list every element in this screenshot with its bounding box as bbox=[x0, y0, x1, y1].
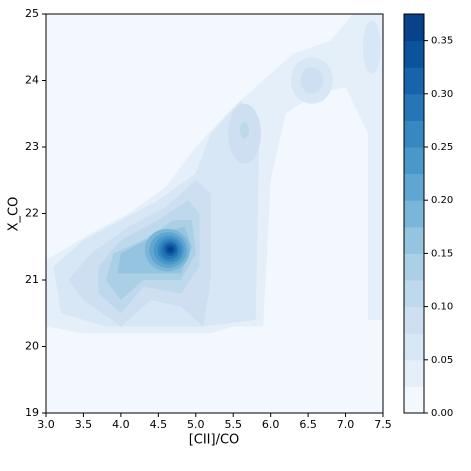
contour-region bbox=[239, 122, 249, 139]
colorbar-band bbox=[404, 306, 424, 334]
contour-region bbox=[362, 20, 381, 74]
colorbar-band bbox=[404, 14, 424, 42]
colorbar-band bbox=[404, 40, 424, 68]
colorbar-tick-label: 0.00 bbox=[431, 408, 453, 419]
colorbar-frame bbox=[403, 13, 425, 414]
colorbar-band bbox=[404, 253, 424, 281]
y-tick-label: 21 bbox=[25, 273, 39, 286]
x-tick-label: 4.0 bbox=[112, 418, 130, 431]
colorbar-band bbox=[404, 280, 424, 308]
colorbar-band bbox=[404, 359, 424, 387]
x-tick-label: 5.0 bbox=[187, 418, 205, 431]
colorbar-band bbox=[404, 226, 424, 254]
colorbar-band bbox=[404, 120, 424, 148]
colorbar-band bbox=[404, 93, 424, 121]
colorbar-tick-label: 0.35 bbox=[431, 36, 453, 47]
x-tick-label: 6.0 bbox=[262, 418, 280, 431]
colorbar-band bbox=[404, 200, 424, 228]
x-tick-label: 3.5 bbox=[75, 418, 93, 431]
y-tick-label: 25 bbox=[25, 7, 39, 20]
colorbar-tick-label: 0.15 bbox=[431, 248, 453, 259]
x-tick-label: 7.5 bbox=[374, 418, 392, 431]
x-tick-label: 7.0 bbox=[337, 418, 355, 431]
contour-region bbox=[300, 67, 324, 94]
x-tick-label: 6.5 bbox=[299, 418, 317, 431]
x-tick-label: 3.0 bbox=[37, 418, 55, 431]
y-tick-label: 23 bbox=[25, 140, 39, 153]
colorbar-band bbox=[404, 333, 424, 361]
colorbar-tick-label: 0.20 bbox=[431, 195, 453, 206]
y-tick-label: 20 bbox=[25, 340, 39, 353]
colorbar-band bbox=[404, 147, 424, 175]
contour-region bbox=[167, 246, 173, 253]
x-axis-label: [CII]/CO bbox=[189, 433, 240, 448]
x-tick-label: 5.5 bbox=[224, 418, 242, 431]
colorbar-band bbox=[404, 173, 424, 201]
colorbar-tick-label: 0.05 bbox=[431, 355, 453, 366]
colorbar-tick-label: 0.10 bbox=[431, 302, 453, 313]
colorbar-tick-label: 0.30 bbox=[431, 89, 453, 100]
y-tick-label: 22 bbox=[25, 207, 39, 220]
colorbar-band bbox=[404, 67, 424, 95]
colorbar-band bbox=[404, 386, 424, 414]
y-axis-label: X_CO bbox=[7, 197, 22, 232]
colorbar-tick-label: 0.25 bbox=[431, 142, 453, 153]
y-tick-label: 24 bbox=[25, 74, 39, 87]
x-tick-label: 4.5 bbox=[150, 418, 168, 431]
y-tick-label: 19 bbox=[25, 406, 39, 419]
